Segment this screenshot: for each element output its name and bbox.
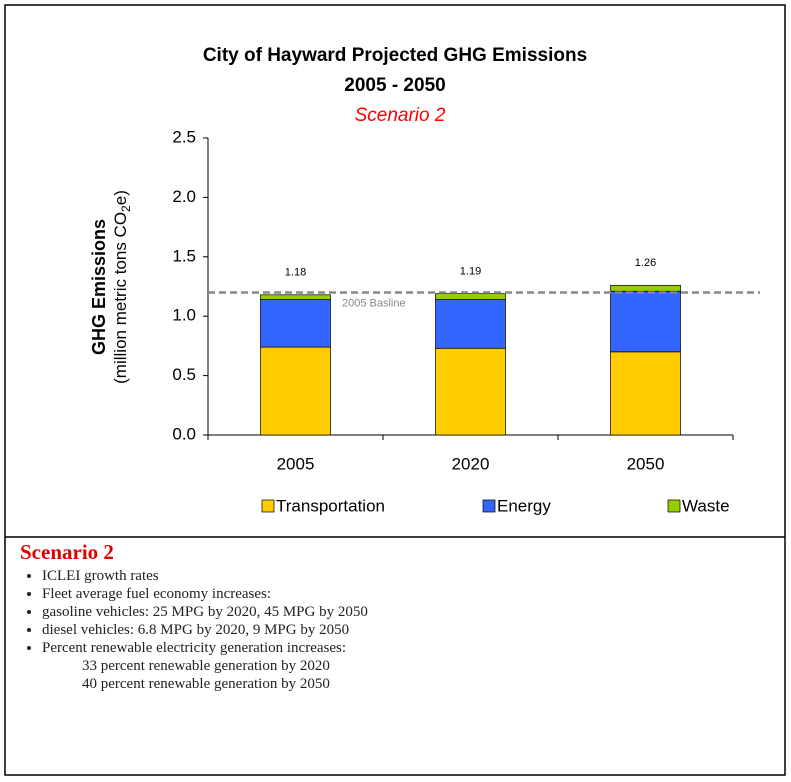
note-subitem: 33 percent renewable generation by 2020 [82,658,330,674]
notes-list: ICLEI growth ratesFleet average fuel eco… [20,567,368,657]
total-label: 1.19 [460,266,481,278]
note-item: ICLEI growth rates [42,567,368,585]
bar-segment [260,294,331,300]
total-label: 1.18 [285,267,306,279]
bar-segment [435,347,506,436]
bar-segment [610,290,681,353]
bar-segment [260,346,331,436]
bar-segment [610,284,681,292]
notes-sublist: 33 percent renewable generation by 2020 4… [20,657,368,693]
legend-label: Waste [682,496,730,515]
legend-swatch [482,499,496,513]
y-tick-label: 1.5 [172,246,196,265]
y-tick-label: 0.0 [172,424,196,443]
chart-subtitle: Scenario 2 [355,105,446,126]
legend-swatch [261,499,275,513]
total-label: 1.26 [635,257,656,269]
y-tick-label: 2.5 [172,127,196,146]
bar-segment [610,351,681,436]
x-tick-label: 2020 [452,454,490,473]
note-item: Fleet average fuel economy increases: [42,585,368,603]
y-label-units: (million metric tons CO2e) [111,190,133,384]
y-tick-label: 0.5 [172,365,196,384]
note-item: Percent renewable electricity generation… [42,639,368,657]
bar-segment [435,299,506,349]
baseline-label: 2005 Basline [342,297,406,309]
legend-label: Energy [497,496,551,515]
frame [4,4,786,776]
y-label-end: e) [111,190,130,205]
y-label-text: (million metric tons CO [111,212,130,384]
y-tick-label: 1.0 [172,306,196,325]
notes: Scenario 2 ICLEI growth ratesFleet avera… [20,540,368,693]
legend-swatch [667,499,681,513]
bar-segment [435,293,506,300]
note-item: gasoline vehicles: 25 MPG by 2020, 45 MP… [42,603,368,621]
legend-label: Transportation [276,496,385,515]
chart-title: 2005 - 2050 [344,75,445,96]
y-label-title: GHG Emissions [89,219,109,355]
notes-heading: Scenario 2 [20,540,114,564]
chart-title: City of Hayward Projected GHG Emissions [203,45,587,66]
y-label-sub: 2 [119,205,133,212]
x-tick-label: 2050 [627,454,665,473]
y-axis-label: GHG Emissions (million metric tons CO2e) [89,190,133,384]
x-tick-label: 2005 [277,454,315,473]
note-subitem: 40 percent renewable generation by 2050 [82,676,330,692]
note-item: diesel vehicles: 6.8 MPG by 2020, 9 MPG … [42,621,368,639]
bar-segment [260,299,331,348]
y-tick-label: 2.0 [172,187,196,206]
